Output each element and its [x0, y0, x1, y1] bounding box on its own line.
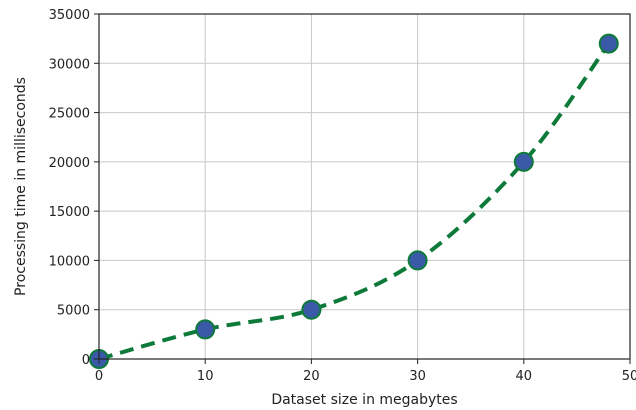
x-tick-label: 40: [516, 369, 533, 384]
x-tick-label: 10: [197, 369, 214, 384]
y-tick-label: 35000: [49, 8, 90, 23]
x-tick-label: 30: [409, 369, 426, 384]
y-tick-label: 30000: [49, 57, 90, 72]
data-point: [301, 299, 322, 320]
y-tick-label: 10000: [49, 254, 90, 269]
data-point: [407, 250, 428, 271]
y-tick-label: 20000: [49, 156, 90, 171]
y-tick-label: 5000: [57, 304, 90, 319]
y-axis-label: Processing time in milliseconds: [13, 77, 29, 296]
data-point: [195, 319, 216, 340]
x-axis: 0 10 20 30 40 50: [95, 359, 636, 384]
data-point: [598, 33, 619, 54]
x-axis-label: Dataset size in megabytes: [271, 392, 457, 408]
series-layer: [89, 33, 619, 369]
y-tick-label: 15000: [49, 205, 90, 220]
y-tick-label: 0: [82, 353, 90, 368]
x-tick-label: 0: [95, 369, 103, 384]
x-tick-label: 20: [303, 369, 320, 384]
plot-frame: [98, 13, 631, 360]
x-tick-label: 50: [622, 369, 636, 384]
y-tick-label: 25000: [49, 107, 90, 122]
series-line: [98, 42, 611, 361]
y-axis: 0 5000 10000 15000 20000 25000 30000 35000: [49, 8, 99, 368]
data-point: [513, 151, 534, 172]
grid: [98, 13, 631, 360]
